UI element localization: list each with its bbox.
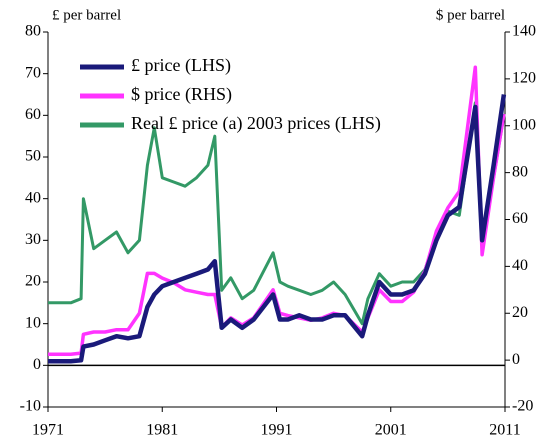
series-line xyxy=(48,101,506,326)
y-tick-label: 60 xyxy=(25,106,41,123)
y2-tick-label: 140 xyxy=(512,23,536,40)
x-tick-label: 2011 xyxy=(489,422,520,439)
y-tick-label: 20 xyxy=(25,273,41,290)
y2-axis-label: $ per barrel xyxy=(436,7,505,23)
y2-tick-label: 120 xyxy=(512,70,536,87)
y-tick-label: 50 xyxy=(25,148,41,165)
y-tick-label: 40 xyxy=(25,189,41,206)
legend-label: Real £ price (a) 2003 prices (LHS) xyxy=(131,113,381,134)
legend-label: £ price (LHS) xyxy=(131,55,231,76)
y-tick-label: -10 xyxy=(20,398,41,415)
y-tick-label: 80 xyxy=(25,23,41,40)
x-tick-label: 1991 xyxy=(261,422,293,439)
y2-tick-label: 60 xyxy=(512,210,528,227)
y-axis-label: £ per barrel xyxy=(52,7,121,23)
legend-label: $ price (RHS) xyxy=(131,84,232,105)
y2-tick-label: 40 xyxy=(512,257,528,274)
y-tick-label: 70 xyxy=(25,64,41,81)
x-tick-label: 1971 xyxy=(32,422,64,439)
y2-tick-label: -20 xyxy=(512,398,533,415)
y2-tick-label: 100 xyxy=(512,116,536,133)
y2-tick-label: 80 xyxy=(512,163,528,180)
x-tick-label: 2001 xyxy=(375,422,407,439)
y-tick-label: 30 xyxy=(25,231,41,248)
x-tick-label: 1981 xyxy=(146,422,178,439)
y-tick-label: 10 xyxy=(25,314,41,331)
y2-tick-label: 20 xyxy=(512,304,528,321)
series-line xyxy=(48,94,507,364)
y-tick-label: 0 xyxy=(33,356,41,373)
y2-tick-label: 0 xyxy=(512,351,520,368)
